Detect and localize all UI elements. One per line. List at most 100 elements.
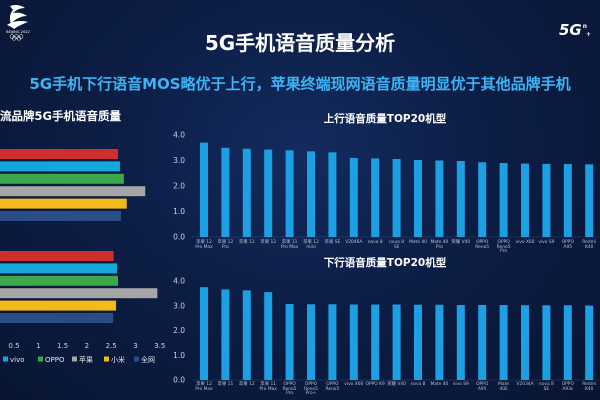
x-tick-label: 苹果 12 <box>260 240 277 245</box>
bar-苹果-group-1 <box>0 186 146 197</box>
x-tick-label: OPPO A93s <box>561 382 574 392</box>
x-tick-label: Mate 40 <box>409 240 427 245</box>
5g-logo: 5Gn+ <box>559 16 597 39</box>
x-tick-label: OPPO A95 <box>476 382 489 392</box>
y-tick-label: 0.0 <box>173 233 185 242</box>
x-tick-label: 苹果 SE <box>324 240 341 245</box>
bar-10 <box>392 304 401 380</box>
bar-5 <box>285 304 294 380</box>
x-tick-label: nova 8 SE <box>538 382 554 392</box>
x-tick-label: OPPO A95 <box>561 240 574 250</box>
x-tick-label: 荣耀 V40 <box>451 240 471 245</box>
x-tick-label: 荣耀 V40 <box>387 382 406 387</box>
bar-16 <box>521 163 529 237</box>
bar-15 <box>499 163 508 237</box>
y-tick-label: 3.0 <box>173 301 185 310</box>
page-title: 5G手机语音质量分析 <box>204 31 396 55</box>
x-tick-label: 2.5 <box>106 342 117 350</box>
legend-swatch <box>38 356 43 362</box>
bar-全网-group-2 <box>0 313 114 323</box>
bar-13 <box>456 305 465 380</box>
x-tick-label: vivo X60 <box>515 240 535 245</box>
bar-17 <box>542 305 551 380</box>
y-tick-label: 4.0 <box>173 131 185 140</box>
x-tick-label: 苹果 12 Pro Max <box>195 240 213 250</box>
x-tick-label: V2034A <box>516 382 534 387</box>
bar-8 <box>349 157 358 237</box>
x-tick-label: 苹果 12 mini <box>303 240 319 250</box>
bar-10 <box>392 158 401 237</box>
bar-7 <box>328 304 337 380</box>
legend-swatch <box>104 356 109 362</box>
5g-logo-sub: + <box>586 31 592 38</box>
x-tick-label: 0.5 <box>8 342 19 350</box>
bar-19 <box>585 305 594 380</box>
x-tick-label: 3.5 <box>154 342 165 350</box>
chart-title: 下行语音质量TOP20机型 <box>324 256 447 269</box>
y-tick-label: 4.0 <box>173 277 185 286</box>
brand-voice-quality-svg: 流品牌5G手机语音质量 0.5 1 1.5 2 2.5 3 3.5 vivo OPPO 苹果 小米 全网 <box>0 109 165 364</box>
bar-18 <box>563 164 572 237</box>
brand-voice-quality-chart: 流品牌5G手机语音质量 0.5 1 1.5 2 2.5 3 3.5 vivo OPPO 苹果 小米 全网 <box>0 100 175 375</box>
legend-swatch <box>134 356 139 362</box>
bar-unlabeled-series-group-1 <box>0 149 119 159</box>
bar-14 <box>478 162 487 237</box>
downlink-top20-svg: 下行语音质量TOP20机型 4.0 3.0 2.0 1.0 0.0 <box>173 256 599 385</box>
x-tick-label: Mate 40 Pro <box>430 240 449 250</box>
bar-4 <box>264 292 273 380</box>
x-tick-label: 苹果 11 Pro Max <box>280 240 299 250</box>
bar-全网-group-1 <box>0 211 121 221</box>
x-tick-label: 2 <box>85 342 89 350</box>
olympic-rings-icon <box>9 34 24 41</box>
legend-label: 苹果 <box>79 355 93 364</box>
x-tick-label: Redmi K40 <box>582 382 597 392</box>
x-tick-label: OPPO Reno5 Pro <box>496 240 511 255</box>
chart-title: 流品牌5G手机语音质量 <box>0 109 121 123</box>
bar-2 <box>221 289 230 380</box>
5g-logo-sup: n <box>582 23 588 30</box>
x-tick-label: OPPO Reno5 <box>325 382 340 392</box>
x-tick-label: 1 <box>36 342 40 350</box>
beijing-2022-logo: BEIJING 2022 <box>1 1 35 41</box>
y-tick-label: 2.0 <box>173 182 185 191</box>
x-tick-label: vivo S9 <box>452 382 469 387</box>
bar-7 <box>328 152 337 237</box>
bar-OPPO-group-2 <box>0 275 119 286</box>
bar-1 <box>200 287 208 380</box>
bar-vivo-group-2 <box>0 263 118 274</box>
5g-logo-mark: 5G <box>559 21 582 39</box>
chart-title: 上行语音质量TOP20机型 <box>324 112 447 125</box>
y-tick-label: 1.0 <box>173 207 185 216</box>
x-tick-label: V2046A <box>345 240 363 245</box>
legend-label: 小米 <box>111 355 125 364</box>
bar-9 <box>371 158 380 237</box>
bar-13 <box>456 161 465 237</box>
x-tick-label: OPPO Reno5 Pro <box>282 382 297 397</box>
x-tick-label: 苹果 12 <box>238 382 255 387</box>
y-tick-label: 0.0 <box>173 376 185 385</box>
bar-unlabeled-series-group-2 <box>0 251 114 261</box>
logo-wordmark: BEIJING 2022 <box>6 30 30 34</box>
bar-3 <box>242 148 251 237</box>
bar-5 <box>285 150 294 237</box>
bar-小米-group-1 <box>0 198 127 209</box>
x-tick-label: OPPO Reno5 Pro+ <box>304 382 318 397</box>
x-tick-label: vivo X60 <box>344 382 364 387</box>
bar-6 <box>307 151 315 237</box>
bar-15 <box>499 305 508 380</box>
x-tick-label: Redmi K40 <box>582 240 597 250</box>
legend-swatch <box>3 356 8 362</box>
x-tick-label: 苹果 11 Pro Max <box>259 382 277 392</box>
y-tick-label: 2.0 <box>173 326 185 335</box>
legend-label: 全网 <box>141 355 155 364</box>
bar-8 <box>349 304 358 380</box>
x-tick-label: Mate 40 <box>430 382 449 387</box>
bar-6 <box>307 304 315 380</box>
downlink-top20-chart: 下行语音质量TOP20机型 4.0 3.0 2.0 1.0 0.0 苹果 12 Pro M… <box>165 255 600 400</box>
x-tick-label: nova 8 <box>410 382 426 387</box>
bar-小米-group-2 <box>0 300 117 311</box>
bar-12 <box>435 304 444 380</box>
bar-17 <box>542 163 551 237</box>
x-tick-label: 苹果 12 Pro Max <box>195 382 213 392</box>
